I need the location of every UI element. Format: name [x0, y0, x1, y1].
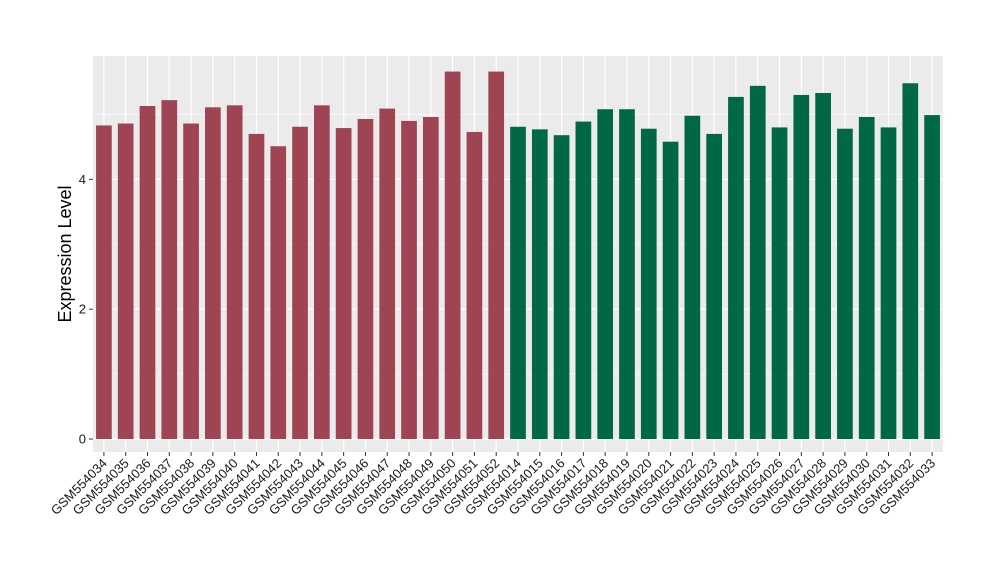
- bar-GSM554043: [292, 126, 308, 440]
- bar-GSM554041: [248, 133, 265, 440]
- bar-GSM554033: [924, 115, 940, 440]
- bar-GSM554037: [161, 100, 178, 440]
- bar-GSM554038: [183, 123, 199, 440]
- bar-GSM554035: [117, 123, 134, 440]
- bar-GSM554027: [793, 94, 810, 440]
- bar-GSM554026: [771, 127, 788, 440]
- bar-GSM554025: [749, 85, 766, 440]
- bar-GSM554022: [684, 115, 701, 440]
- bar-GSM554023: [706, 133, 722, 440]
- bar-GSM554014: [510, 126, 526, 440]
- bar-GSM554034: [96, 125, 112, 440]
- bar-GSM554018: [597, 109, 614, 440]
- y-axis-title: Expression Level: [55, 185, 75, 322]
- bar-GSM554049: [422, 117, 439, 440]
- y-tick-label: 4: [79, 172, 86, 187]
- bar-GSM554050: [444, 71, 461, 440]
- bar-GSM554036: [139, 105, 156, 440]
- y-tick-label: 0: [79, 432, 86, 447]
- bar-GSM554021: [662, 141, 679, 440]
- bar-GSM554015: [531, 129, 548, 440]
- y-axis: 0 2 4: [79, 172, 93, 447]
- bar-GSM554052: [488, 71, 505, 440]
- bars: [96, 71, 940, 440]
- bar-GSM554019: [619, 109, 635, 440]
- bar-GSM554046: [357, 118, 374, 440]
- bar-GSM554051: [466, 131, 483, 440]
- y-tick-label: 2: [79, 302, 86, 317]
- bar-GSM554016: [553, 135, 570, 440]
- bar-GSM554048: [401, 120, 417, 440]
- bar-GSM554047: [379, 108, 396, 440]
- bar-GSM554024: [728, 96, 744, 440]
- bar-GSM554042: [270, 146, 287, 440]
- bar-GSM554032: [902, 83, 919, 440]
- bar-GSM554017: [575, 121, 592, 440]
- bar-GSM554040: [226, 105, 243, 440]
- bar-GSM554029: [837, 128, 853, 440]
- bar-GSM554044: [314, 105, 330, 440]
- bar-GSM554030: [858, 117, 875, 440]
- bar-GSM554045: [335, 128, 352, 440]
- bar-GSM554020: [640, 128, 657, 440]
- bar-GSM554031: [880, 127, 897, 440]
- x-axis: GSM554034GSM554035GSM554036GSM554037GSM5…: [48, 452, 938, 518]
- bar-GSM554039: [205, 107, 221, 440]
- bar-GSM554028: [815, 93, 831, 440]
